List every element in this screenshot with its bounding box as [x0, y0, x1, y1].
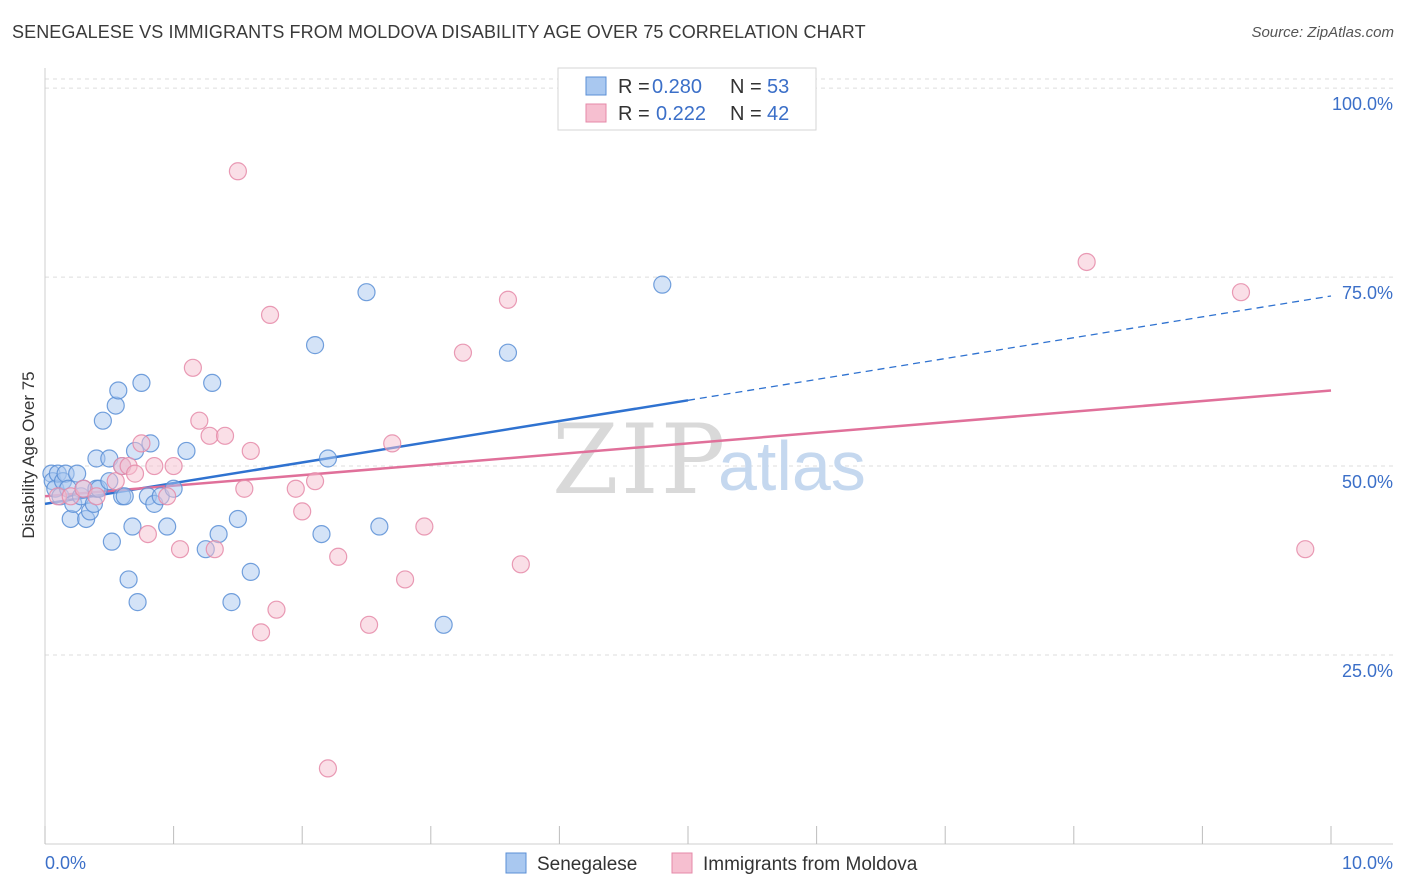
legend-bottom-swatch-blue — [505, 852, 527, 874]
point-senegalese — [498, 343, 518, 362]
point-senegalese — [228, 509, 247, 529]
point-moldova — [305, 472, 325, 491]
point-senegalese — [158, 517, 177, 536]
trend-lines — [44, 295, 1332, 506]
legend-bottom-swatch-pink — [671, 852, 693, 874]
point-senegalese — [115, 487, 134, 506]
point-moldova — [395, 570, 415, 589]
point-moldova — [293, 502, 312, 521]
watermark-zip: ZIP — [552, 404, 727, 516]
point-moldova — [183, 358, 202, 377]
legend-n-label-pink: N = — [730, 103, 762, 125]
legend-swatch-pink — [585, 103, 607, 123]
point-moldova — [1296, 540, 1315, 559]
point-moldova — [1231, 283, 1251, 302]
y-tick-label: 100.0% — [1332, 94, 1393, 114]
point-senegalese — [109, 381, 128, 400]
point-senegalese — [102, 532, 121, 551]
point-moldova — [329, 547, 348, 566]
point-moldova — [145, 456, 164, 476]
trend-line-senegalese-extrapolated — [687, 295, 1332, 401]
point-senegalese — [68, 464, 87, 483]
y-tick-label: 25.0% — [1342, 661, 1393, 681]
point-senegalese — [312, 524, 331, 544]
point-moldova — [87, 487, 106, 506]
point-senegalese — [203, 373, 222, 393]
point-moldova — [260, 305, 280, 324]
point-moldova — [132, 434, 151, 453]
point-moldova — [106, 472, 125, 491]
point-senegalese — [318, 449, 338, 468]
point-moldova — [267, 600, 286, 619]
point-moldova — [200, 426, 219, 445]
source-label: Source: ZipAtlas.com — [1251, 24, 1394, 41]
chart-title: SENEGALESE VS IMMIGRANTS FROM MOLDOVA DI… — [12, 22, 866, 42]
legend-bottom-label-pink: Immigrants from Moldova — [703, 854, 918, 875]
point-moldova — [511, 555, 530, 574]
point-senegalese — [119, 570, 138, 589]
legend-r-value-pink: 0.222 — [656, 103, 706, 125]
point-moldova — [215, 426, 235, 445]
point-senegalese — [305, 336, 325, 355]
point-senegalese — [434, 615, 453, 634]
point-senegalese — [132, 373, 151, 393]
y-axis-label: Disability Age Over 75 — [19, 371, 38, 538]
point-senegalese — [177, 441, 196, 461]
legend-r-label-pink: R = — [618, 103, 650, 125]
legend-r-label-blue: R = — [618, 76, 650, 98]
point-moldova — [453, 343, 473, 362]
legend-n-label-blue: N = — [730, 76, 762, 98]
x-tick-label: 0.0% — [45, 853, 86, 873]
legend-n-value-pink: 42 — [767, 103, 789, 125]
legend-top: R = 0.280 N = 53 R = 0.222 N = 42 — [557, 67, 817, 131]
point-moldova — [164, 456, 183, 476]
legend-r-value-blue: 0.280 — [652, 76, 702, 98]
point-moldova — [125, 464, 145, 483]
ticks: 25.0% 50.0% 75.0% 100.0% 0.0% 10.0% — [45, 94, 1393, 873]
point-moldova — [251, 623, 271, 642]
point-senegalese — [123, 517, 142, 536]
point-moldova — [359, 615, 379, 634]
point-senegalese — [241, 562, 260, 581]
legend-bottom: Senegalese Immigrants from Moldova — [505, 852, 918, 875]
point-moldova — [383, 434, 402, 453]
point-moldova — [415, 517, 434, 536]
point-moldova — [228, 162, 247, 181]
point-moldova — [235, 479, 254, 498]
point-senegalese — [653, 275, 672, 294]
point-moldova — [241, 441, 260, 461]
y-tick-label: 50.0% — [1342, 472, 1393, 492]
point-moldova — [498, 290, 518, 309]
y-tick-label: 75.0% — [1342, 283, 1393, 303]
point-senegalese — [106, 396, 125, 415]
point-senegalese — [370, 517, 389, 536]
point-senegalese — [209, 524, 228, 544]
point-senegalese — [357, 283, 376, 302]
x-tick-label: 10.0% — [1342, 853, 1393, 873]
data-points — [42, 162, 1315, 778]
point-senegalese — [61, 509, 80, 529]
legend-bottom-label-blue: Senegalese — [537, 854, 637, 875]
legend-n-value-blue: 53 — [767, 76, 789, 98]
point-moldova — [1077, 252, 1096, 272]
point-moldova — [205, 540, 224, 559]
point-moldova — [318, 759, 338, 778]
point-senegalese — [222, 593, 241, 612]
point-moldova — [170, 540, 190, 559]
legend-swatch-blue — [585, 76, 607, 96]
trend-line-moldova — [44, 389, 1332, 498]
point-senegalese — [93, 411, 112, 430]
point-moldova — [158, 487, 177, 506]
point-moldova — [138, 524, 157, 544]
axes — [44, 68, 1393, 845]
point-moldova — [286, 479, 305, 498]
point-moldova — [190, 411, 209, 430]
point-senegalese — [128, 593, 147, 612]
